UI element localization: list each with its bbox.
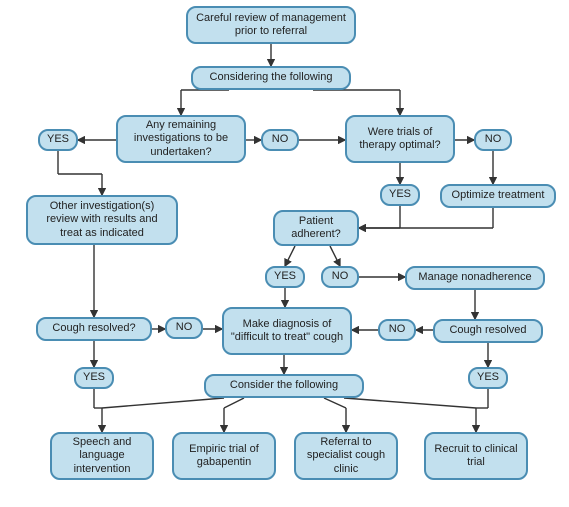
edge: [285, 246, 295, 266]
node-n_consider: Considering the following: [191, 66, 351, 90]
node-n_invest: Any remaining investigations to be under…: [116, 115, 246, 163]
node-n_consider2: Consider the following: [204, 374, 364, 398]
node-n_recruit: Recruit to clinical trial: [424, 432, 528, 480]
node-n_cres2: Cough resolved: [433, 319, 543, 343]
edge: [324, 398, 346, 408]
node-n_cr1_no: NO: [165, 317, 203, 339]
node-n_speech: Speech and language intervention: [50, 432, 154, 480]
node-n_adh_yes: YES: [265, 266, 305, 288]
edge: [102, 398, 224, 408]
node-n_opt: Optimize treatment: [440, 184, 556, 208]
edge: [330, 246, 340, 266]
node-n_manage: Manage nonadherence: [405, 266, 545, 290]
node-n_cr1_yes: YES: [74, 367, 114, 389]
node-n_tr_no: NO: [474, 129, 512, 151]
node-n_refer: Referral to specialist cough clinic: [294, 432, 398, 480]
node-n_diag: Make diagnosis of "difficult to treat" c…: [222, 307, 352, 355]
node-n_cres1: Cough resolved?: [36, 317, 152, 341]
node-n_review: Careful review of management prior to re…: [186, 6, 356, 44]
node-n_inv_yes: YES: [38, 129, 78, 151]
node-n_cr2_yes: YES: [468, 367, 508, 389]
node-n_adh_no: NO: [321, 266, 359, 288]
node-n_tr_yes: YES: [380, 184, 420, 206]
edge: [224, 398, 244, 408]
node-n_inv_no: NO: [261, 129, 299, 151]
node-n_adherent: Patient adherent?: [273, 210, 359, 246]
node-n_cr2_no: NO: [378, 319, 416, 341]
edge: [344, 398, 476, 408]
node-n_trials: Were trials of therapy optimal?: [345, 115, 455, 163]
node-n_gaba: Empiric trial of gabapentin: [172, 432, 276, 480]
node-n_other: Other investigation(s) review with resul…: [26, 195, 178, 245]
